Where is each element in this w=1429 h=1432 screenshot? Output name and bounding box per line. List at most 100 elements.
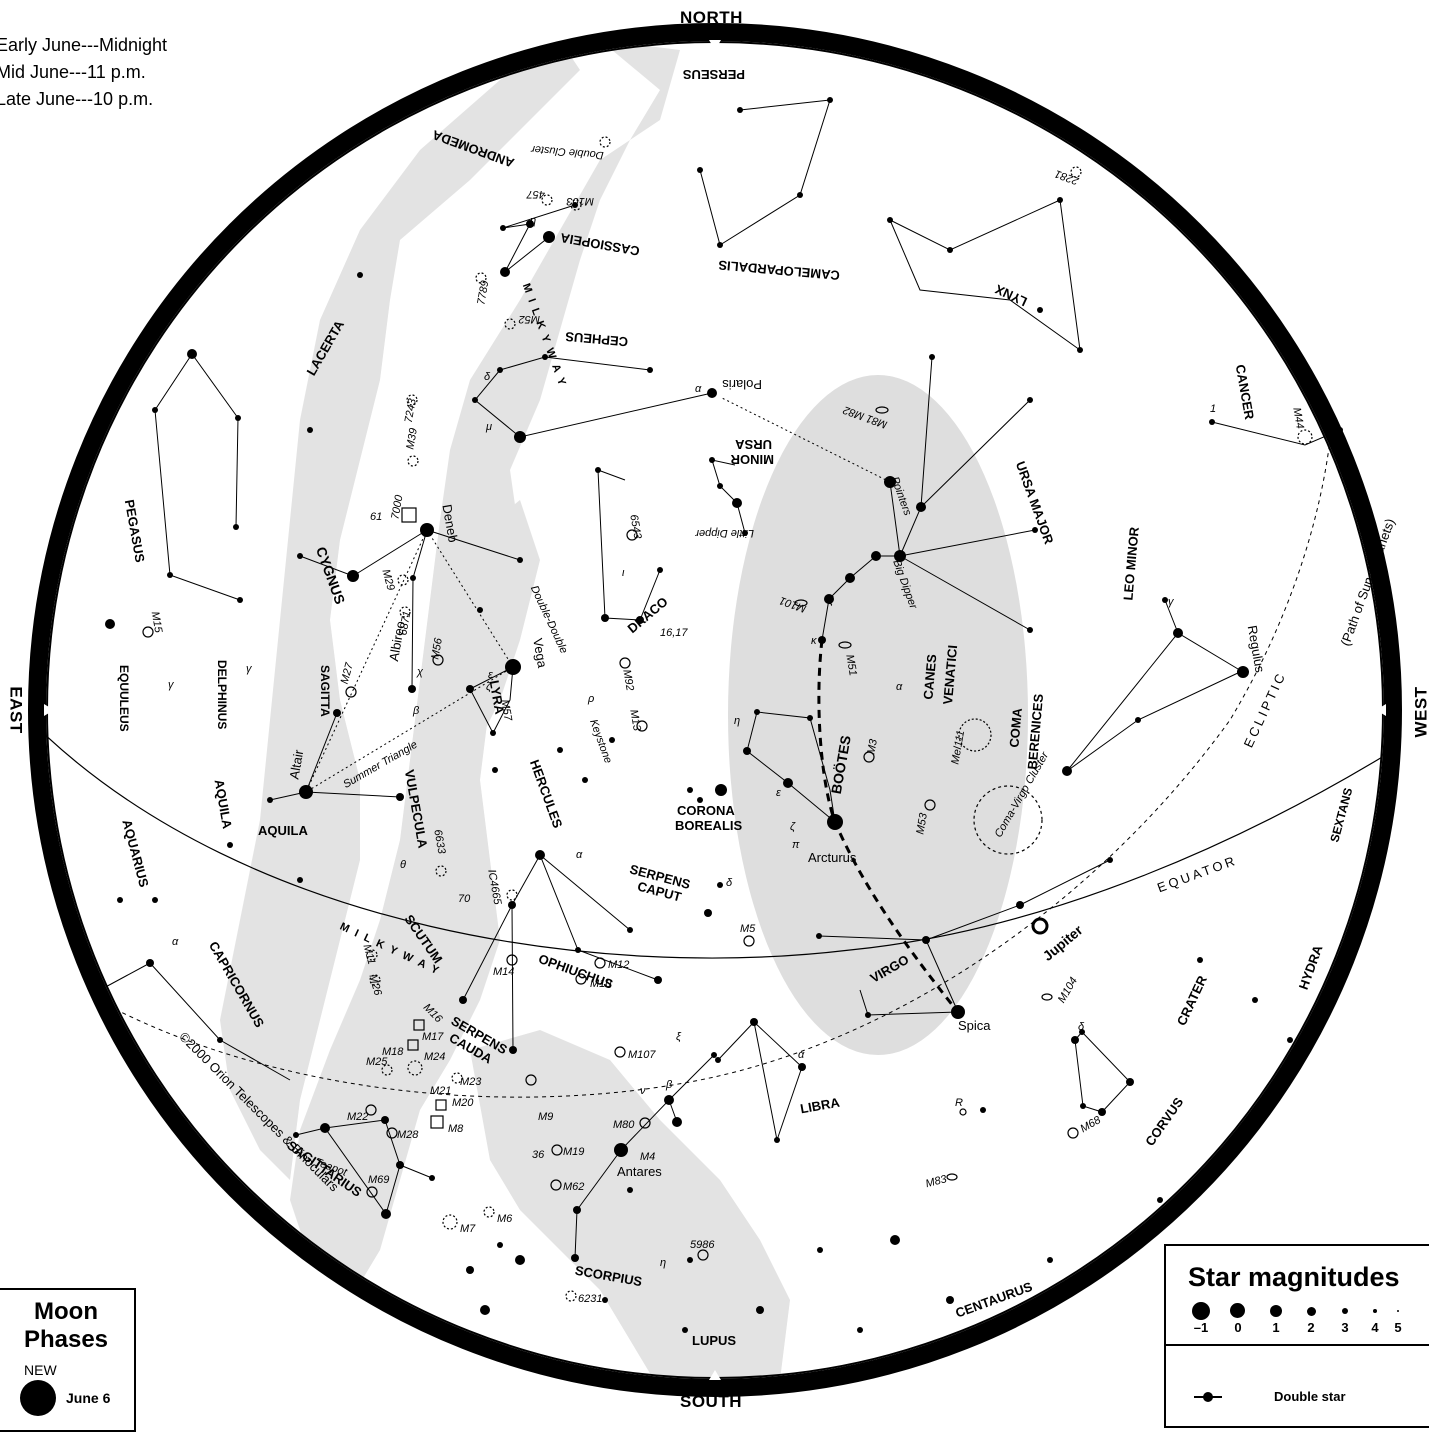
label-m19: M19	[563, 1146, 584, 1158]
label-m9: M9	[538, 1111, 553, 1123]
label-coma-2: BERENICES	[1025, 693, 1047, 770]
star	[333, 709, 341, 717]
star	[1079, 1029, 1085, 1035]
globular-m68	[1067, 1127, 1079, 1139]
label-deneb: Deneb	[439, 503, 460, 543]
label-sextans: SEXTANS	[1327, 786, 1355, 844]
star	[217, 1037, 223, 1043]
milky-way-band-east	[410, 500, 540, 900]
open-cluster-m23	[451, 1072, 463, 1084]
label-alpha-lib: α	[798, 1049, 805, 1061]
star	[117, 897, 123, 903]
star	[509, 1046, 517, 1054]
star	[890, 1235, 900, 1245]
label-m10: M10	[590, 978, 612, 990]
label-alpha-her: α	[576, 849, 583, 861]
label-aquila: AQUILA	[258, 823, 308, 838]
star	[1037, 307, 1043, 313]
label-36-oph: 36	[532, 1149, 545, 1161]
mel111-cluster	[958, 718, 992, 752]
star	[396, 793, 404, 801]
label-m4: M4	[640, 1151, 655, 1163]
label-canes-1: CANES	[920, 653, 939, 700]
star	[267, 797, 273, 803]
star	[299, 785, 313, 799]
star	[1237, 666, 1249, 678]
star	[508, 901, 516, 909]
label-m21: M21	[430, 1085, 451, 1097]
star	[817, 1247, 823, 1253]
star	[1126, 1078, 1134, 1086]
star	[381, 1209, 391, 1219]
south-label: SOUTH	[680, 1392, 742, 1411]
label-sagitta: SAGITTA	[318, 665, 332, 717]
label-xi-oph: ξ	[676, 1031, 682, 1043]
open-cluster-ic4665	[506, 889, 518, 901]
star	[480, 1305, 490, 1315]
label-m13: M13	[627, 709, 643, 733]
star	[227, 842, 233, 848]
label-delphinus: DELPHINUS	[215, 660, 229, 729]
star	[235, 415, 241, 421]
label-little-dipper: Little Dipper	[694, 527, 754, 539]
label-m107: M107	[628, 1049, 656, 1061]
label-61-cyg: 61	[370, 511, 382, 523]
globular-m3	[863, 751, 875, 763]
celestial-equator	[47, 729, 1383, 959]
label-lyra: LYRA	[487, 679, 508, 716]
label-m29: M29	[380, 568, 397, 592]
label-corona-2: BOREALIS	[675, 818, 743, 833]
star	[672, 1117, 682, 1127]
label-beta-cyg: β	[412, 705, 420, 717]
star	[293, 1132, 299, 1138]
star	[152, 407, 158, 413]
open-cluster-m103	[570, 199, 582, 211]
label-ngc6871: 6871	[397, 610, 413, 636]
label-ecliptic: ECLIPTIC	[1241, 669, 1289, 750]
star	[871, 551, 881, 561]
star	[572, 202, 578, 208]
star	[697, 167, 703, 173]
label-nu-sco: ν	[640, 1085, 646, 1097]
magnitude-label: –1	[1193, 1320, 1209, 1335]
label-cepheus: CEPHEUS	[564, 329, 628, 349]
label-rho-her: ρ	[587, 693, 594, 705]
open-cluster-7789	[475, 272, 487, 284]
star	[1077, 347, 1083, 353]
west-marker	[1376, 704, 1386, 716]
magnitude-1-dot	[1270, 1305, 1282, 1317]
star	[818, 636, 826, 644]
star	[575, 947, 581, 953]
globular-m19	[551, 1144, 563, 1156]
label-cancer: CANCER	[1233, 363, 1258, 421]
star	[884, 476, 896, 488]
star	[492, 767, 498, 773]
star	[347, 570, 359, 582]
star	[1047, 1257, 1053, 1263]
label-70-oph: 70	[458, 893, 471, 905]
label-eta-boo: η	[734, 715, 740, 727]
label-alpha-cap: α	[172, 936, 179, 948]
moon-phases-box: Moon Phases NEW June 6	[0, 1288, 136, 1432]
label-arcturus: Arcturus	[808, 850, 857, 865]
label-m83: M83	[924, 1173, 949, 1190]
globular-m107	[614, 1046, 626, 1058]
star	[922, 936, 930, 944]
star	[497, 367, 503, 373]
label-zeta-uma: ζ	[828, 595, 834, 607]
label-m68: M68	[1078, 1114, 1103, 1136]
globular-m15	[142, 626, 154, 638]
label-beta-sco: β	[665, 1079, 673, 1091]
star	[542, 354, 548, 360]
star	[717, 882, 723, 888]
viewing-time-mid: Mid June---11 p.m.	[0, 62, 146, 82]
label-m23: M23	[460, 1076, 482, 1088]
label-vega: Vega	[530, 637, 550, 670]
globular-m92	[619, 657, 631, 669]
star	[557, 747, 563, 753]
star	[732, 498, 742, 508]
star	[647, 367, 653, 373]
star	[1209, 419, 1215, 425]
magnitude-2-dot	[1307, 1307, 1316, 1316]
